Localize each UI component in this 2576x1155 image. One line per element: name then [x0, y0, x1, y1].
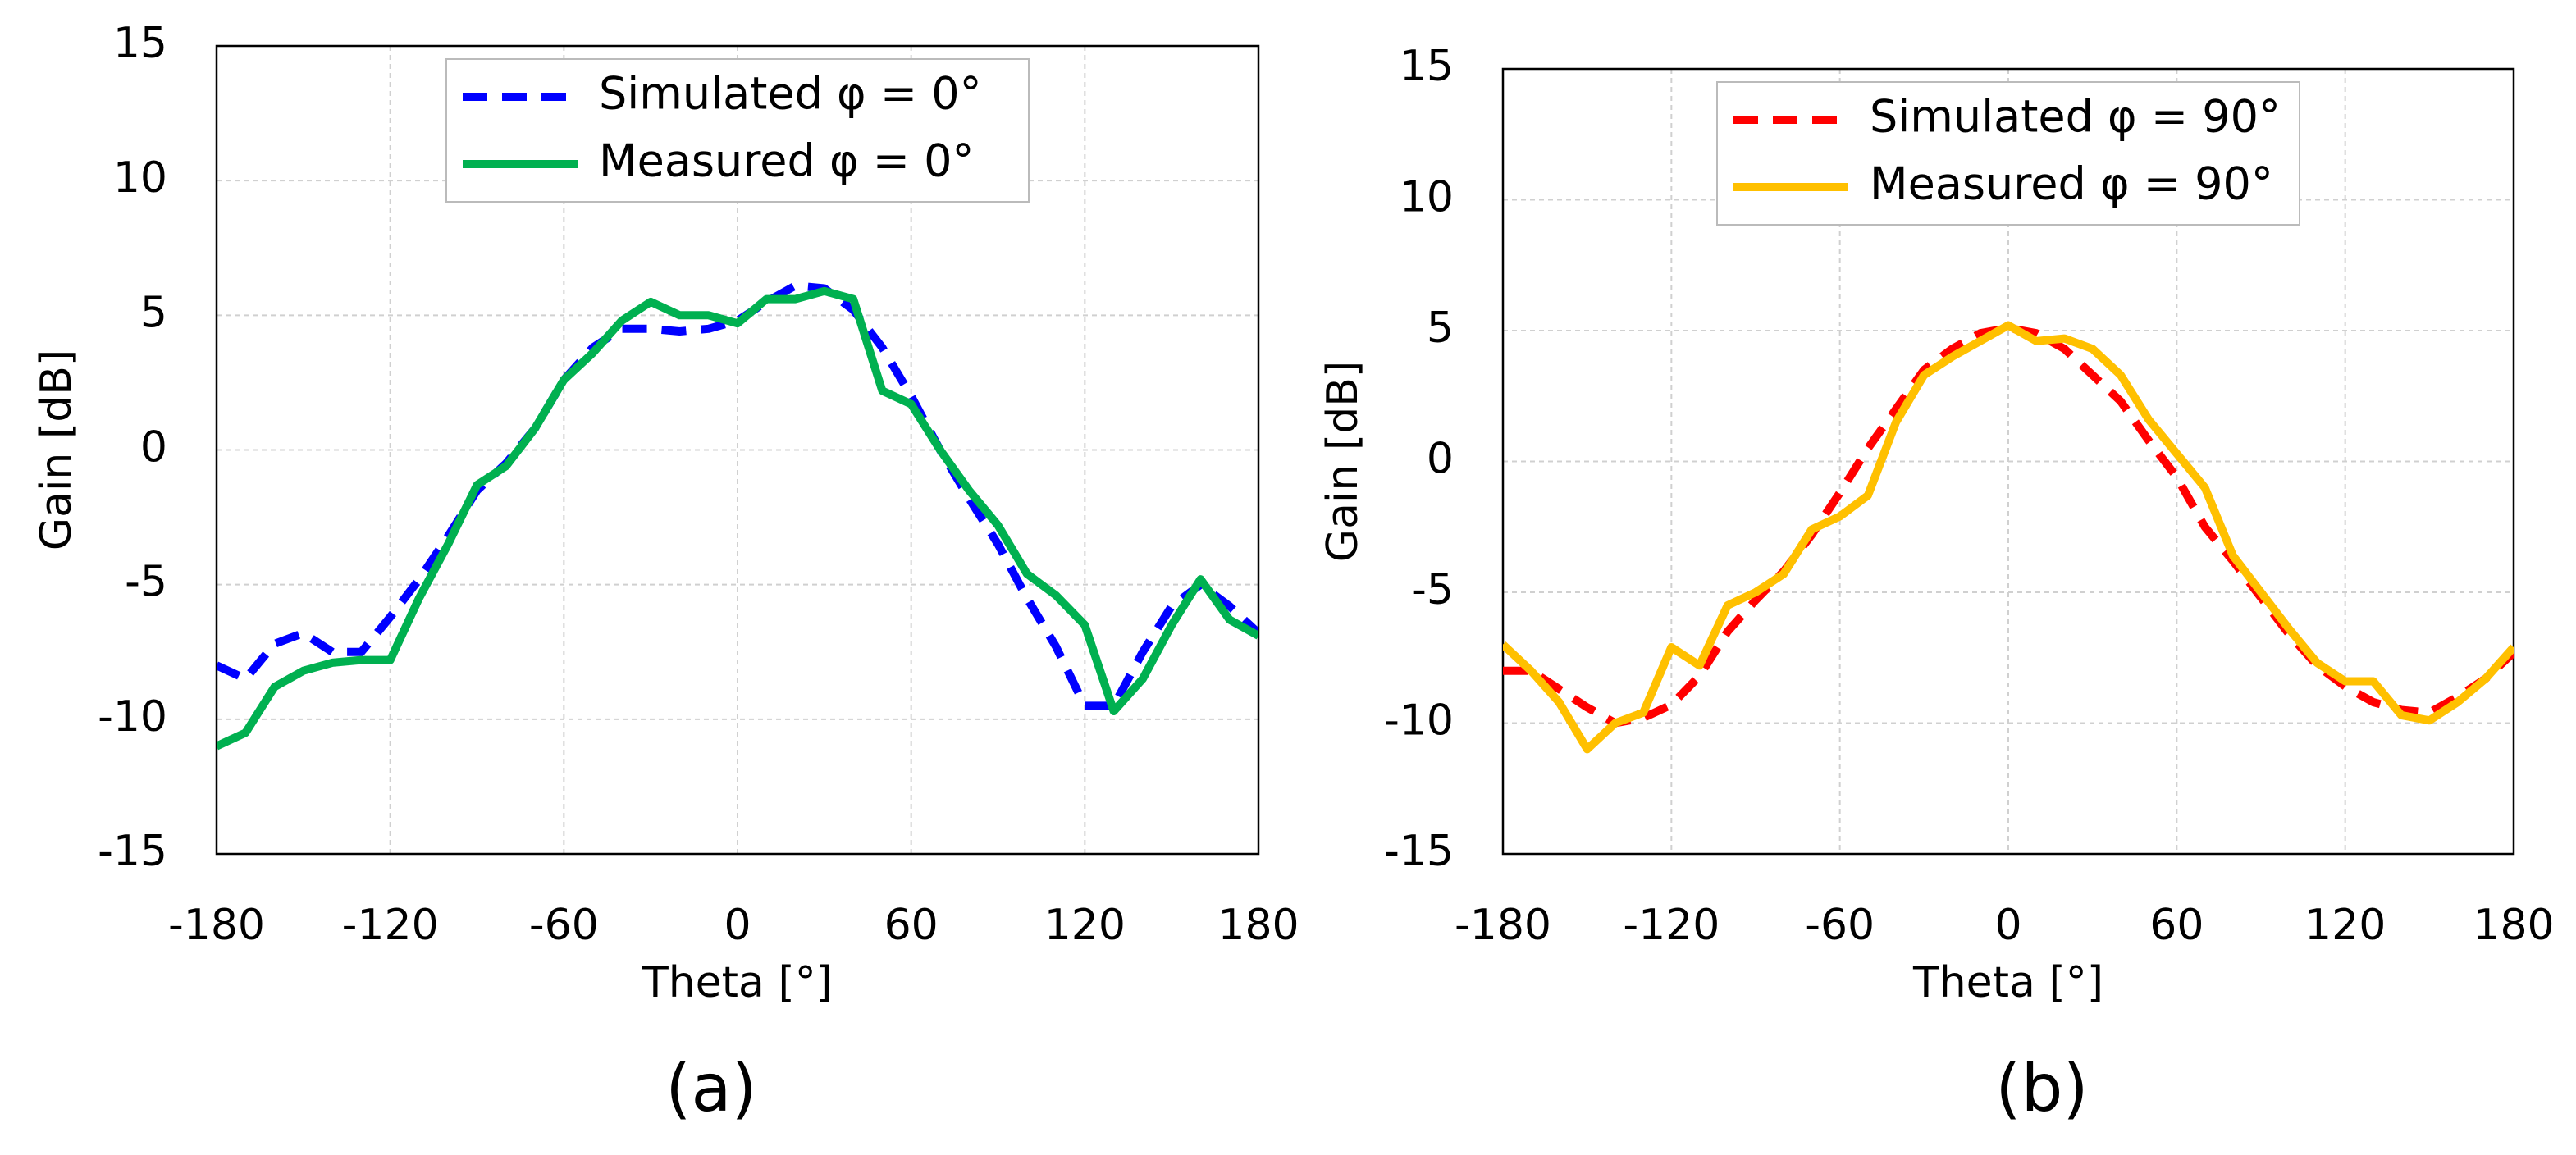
x-tick-label: 0: [724, 901, 751, 950]
y-tick-label: -5: [1411, 565, 1454, 614]
plot-frame: [215, 44, 1260, 856]
legend-label: Measured φ = 0°: [599, 135, 975, 187]
x-tick-label: -60: [1805, 901, 1875, 950]
caption: (a): [665, 1050, 756, 1126]
legend: Simulated φ = 90° Measured φ = 90°: [1716, 81, 2300, 226]
y-tick-label: 0: [1427, 435, 1454, 484]
caption: (b): [1995, 1050, 2088, 1126]
legend-label: Simulated φ = 0°: [599, 68, 982, 120]
y-tick-label: 15: [113, 19, 167, 68]
x-tick-label: -120: [342, 901, 439, 950]
x-tick-label: -180: [1455, 901, 1551, 950]
y-tick-label: -15: [98, 827, 167, 876]
y-tick-label: -10: [98, 692, 167, 742]
y-axis-label: Gain [dB]: [32, 349, 81, 550]
y-tick-label: 5: [1427, 304, 1454, 353]
x-tick-label: 120: [2304, 901, 2386, 950]
x-tick-label: 60: [884, 901, 939, 950]
legend: Simulated φ = 0° Measured φ = 0°: [445, 58, 1030, 203]
x-tick-label: 180: [2473, 901, 2554, 950]
x-tick-label: -120: [1623, 901, 1720, 950]
x-axis-label: Theta [°]: [1912, 958, 2103, 1007]
legend-label: Measured φ = 90°: [1870, 158, 2273, 210]
legend-label: Simulated φ = 90°: [1870, 91, 2281, 143]
series-line: [217, 286, 1258, 751]
series-line: [1503, 321, 2514, 754]
x-tick-label: 180: [1217, 901, 1299, 950]
chart: -15 -10 -5 0 5 10 15 -180 -120 -60 0 60 120 180 Theta …: [32, 19, 1299, 1126]
x-axis-label: Theta [°]: [642, 958, 833, 1007]
y-tick-label: -10: [1384, 696, 1454, 746]
chart: -15 -10 -5 0 5 10 15 -180 -120 -60 0 60 120 180 Theta …: [1318, 42, 2555, 1126]
y-tick-label: 5: [140, 288, 167, 337]
x-tick-label: 120: [1044, 901, 1126, 950]
plot-frame: [1501, 67, 2515, 856]
legend-box: [1716, 81, 2300, 226]
y-tick-label: -15: [1384, 827, 1454, 876]
y-tick-label: 10: [113, 153, 167, 203]
y-axis-label: Gain [dB]: [1318, 361, 1368, 562]
y-tick-label: 10: [1400, 173, 1454, 222]
x-tick-label: 60: [2149, 901, 2204, 950]
legend-box: [445, 58, 1030, 203]
series-line: [217, 281, 1258, 710]
y-tick-label: 15: [1400, 42, 1454, 91]
y-tick-label: -5: [125, 558, 167, 607]
x-tick-label: 0: [1994, 901, 2021, 950]
x-tick-label: -60: [529, 901, 599, 950]
y-tick-label: 0: [140, 423, 167, 472]
x-tick-label: -180: [168, 901, 265, 950]
